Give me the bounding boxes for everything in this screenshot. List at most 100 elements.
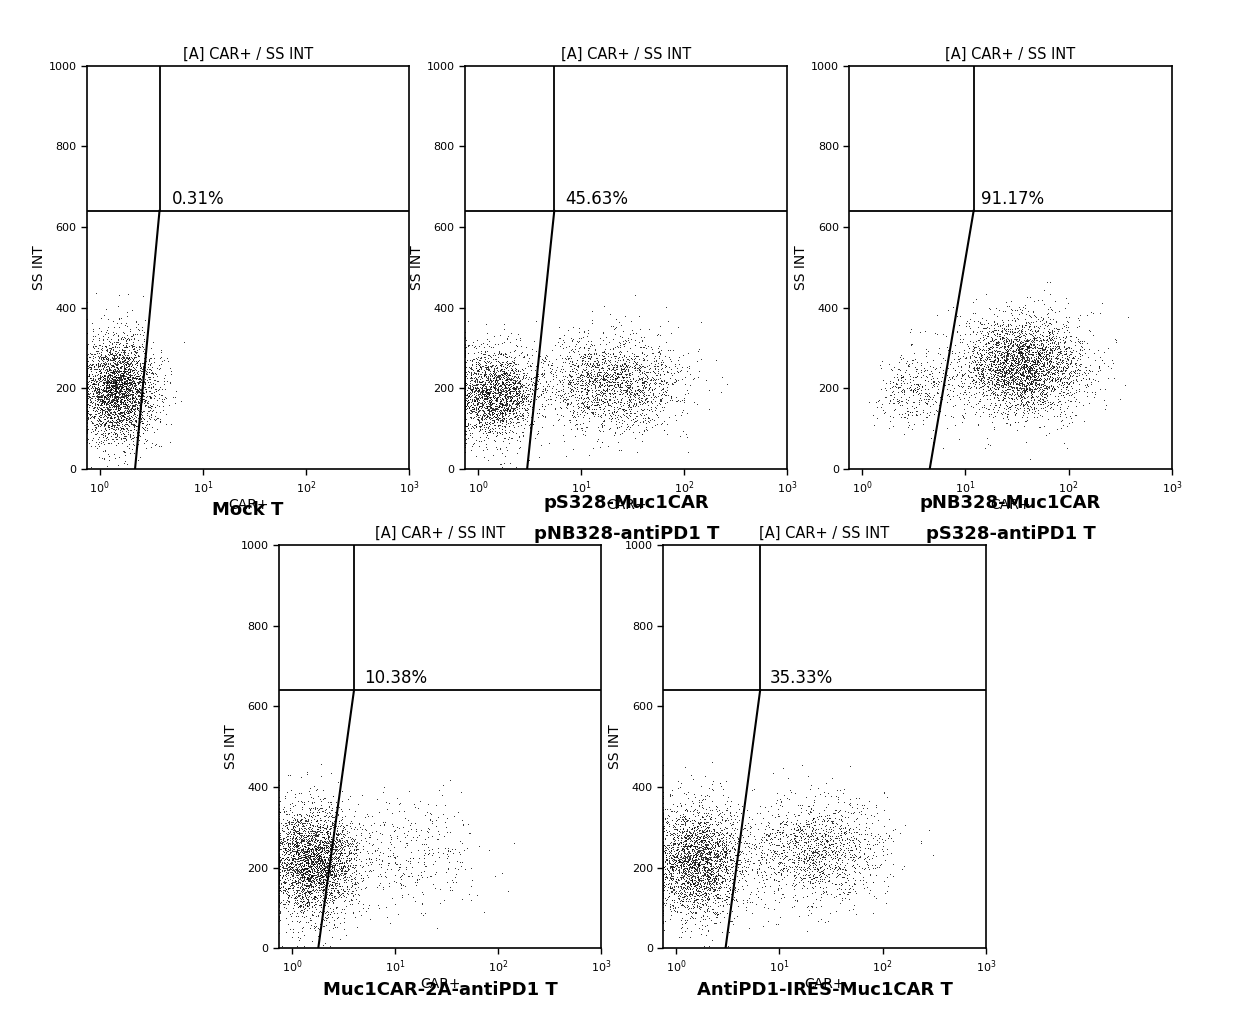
- Point: [653, 853, 673, 869]
- Point: [843, 804, 863, 820]
- Point: [1044, 342, 1064, 358]
- Point: [846, 819, 866, 835]
- Point: [658, 376, 678, 393]
- Point: [112, 390, 131, 407]
- Point: [676, 814, 696, 830]
- Point: [578, 377, 598, 394]
- Point: [632, 394, 652, 410]
- Point: [329, 857, 348, 873]
- Point: [291, 850, 311, 866]
- Point: [688, 851, 708, 867]
- Point: [470, 429, 490, 445]
- Point: [1017, 352, 1037, 368]
- Point: [443, 874, 463, 890]
- Point: [88, 355, 108, 371]
- Point: [291, 828, 311, 845]
- Point: [477, 427, 497, 443]
- Point: [489, 388, 508, 405]
- Point: [345, 857, 365, 873]
- Point: [582, 394, 601, 410]
- Point: [831, 886, 851, 902]
- Point: [993, 364, 1013, 380]
- Point: [722, 852, 742, 868]
- Point: [816, 884, 836, 900]
- Point: [104, 409, 124, 425]
- Point: [800, 875, 820, 891]
- Point: [761, 851, 781, 867]
- Point: [92, 358, 112, 374]
- Point: [278, 836, 298, 853]
- Point: [696, 831, 715, 848]
- Point: [348, 893, 368, 909]
- Point: [725, 848, 745, 864]
- Point: [320, 812, 340, 828]
- Point: [1055, 346, 1075, 362]
- Point: [87, 361, 107, 377]
- Point: [878, 883, 898, 899]
- Point: [296, 864, 316, 880]
- Point: [378, 839, 398, 856]
- Point: [89, 380, 109, 397]
- Point: [269, 851, 289, 867]
- Point: [113, 397, 133, 413]
- Point: [677, 899, 697, 915]
- Point: [847, 811, 867, 827]
- Point: [560, 330, 580, 346]
- Point: [355, 881, 374, 897]
- Point: [1089, 359, 1109, 375]
- Point: [985, 322, 1004, 338]
- Point: [708, 826, 728, 843]
- Point: [653, 823, 673, 839]
- Point: [971, 366, 991, 382]
- Point: [966, 367, 986, 383]
- Point: [636, 420, 656, 436]
- Point: [722, 826, 742, 843]
- Point: [119, 412, 139, 428]
- Point: [303, 825, 322, 842]
- Point: [269, 860, 289, 876]
- Point: [666, 874, 686, 890]
- Point: [339, 840, 358, 857]
- Point: [784, 867, 804, 883]
- Point: [983, 384, 1003, 401]
- Point: [986, 339, 1006, 355]
- Point: [859, 835, 879, 852]
- Point: [587, 349, 606, 365]
- Point: [1029, 345, 1049, 361]
- Point: [709, 859, 729, 875]
- Point: [565, 338, 585, 354]
- Point: [93, 434, 113, 450]
- Point: [1021, 331, 1040, 347]
- Point: [337, 836, 357, 853]
- Point: [582, 381, 601, 398]
- Point: [875, 831, 895, 848]
- Point: [306, 868, 326, 884]
- Point: [513, 384, 533, 401]
- Point: [503, 375, 523, 391]
- Point: [578, 399, 598, 415]
- Point: [975, 353, 994, 369]
- Point: [737, 859, 756, 875]
- Point: [314, 852, 334, 868]
- Point: [1007, 344, 1027, 360]
- Point: [77, 406, 97, 422]
- Point: [688, 869, 708, 885]
- Point: [653, 839, 673, 856]
- Point: [1034, 341, 1054, 357]
- Point: [128, 332, 148, 348]
- Point: [1024, 351, 1044, 367]
- Point: [109, 372, 129, 388]
- Point: [125, 366, 145, 382]
- Point: [624, 353, 644, 369]
- Point: [312, 803, 332, 819]
- Point: [662, 880, 682, 896]
- Point: [672, 358, 692, 374]
- Point: [805, 861, 825, 877]
- Point: [986, 316, 1006, 332]
- Point: [1056, 322, 1076, 338]
- Point: [682, 840, 702, 857]
- Text: pS328-antiPD1 T: pS328-antiPD1 T: [926, 525, 1095, 543]
- Point: [350, 857, 370, 873]
- Point: [620, 358, 640, 374]
- Point: [999, 368, 1019, 384]
